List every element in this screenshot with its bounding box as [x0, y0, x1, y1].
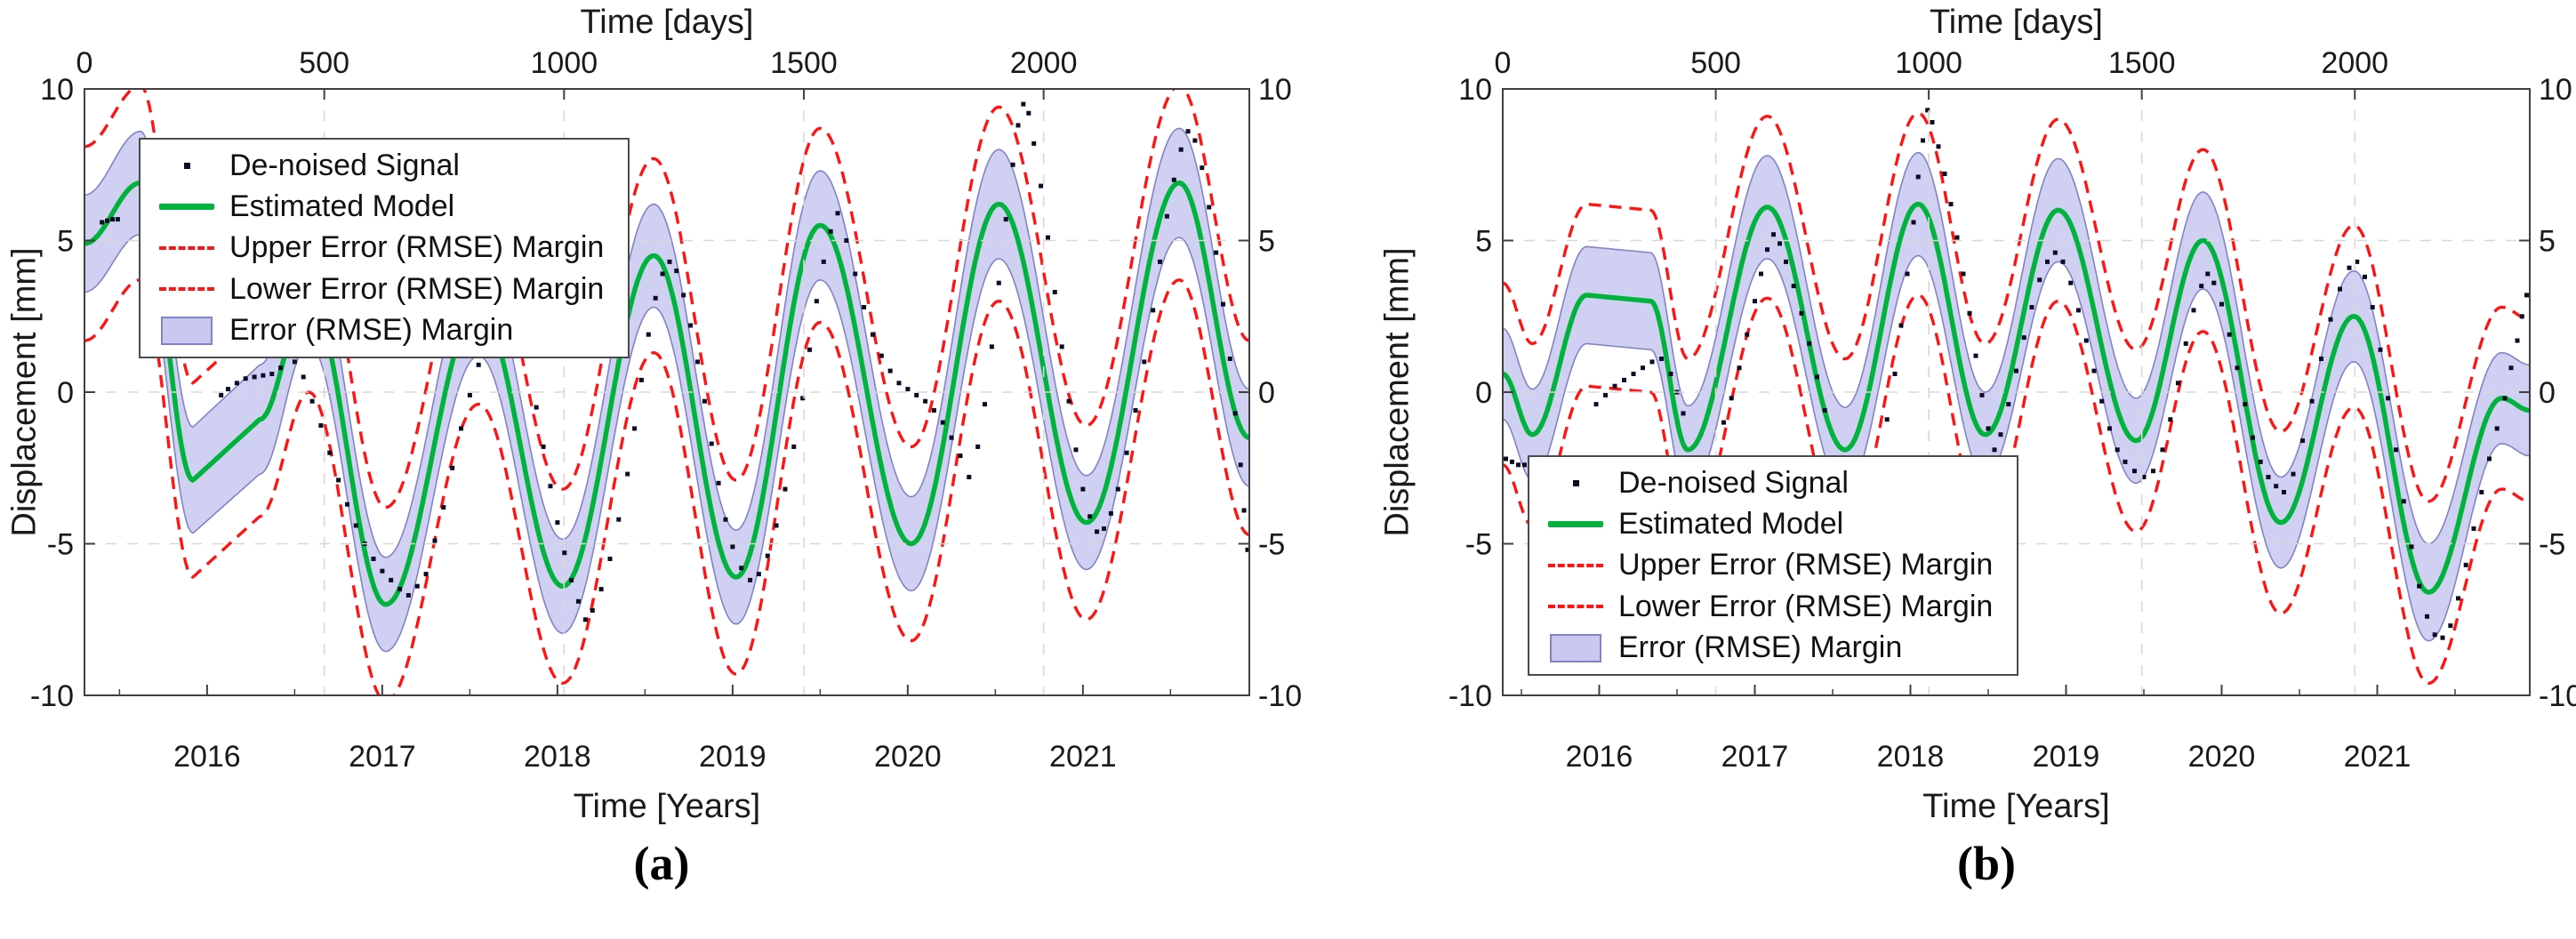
tick-label: -10: [1258, 679, 1302, 713]
legend-item: Lower Error (RMSE) Margin: [1533, 587, 2013, 626]
legend-item-label: Lower Error (RMSE) Margin: [1618, 589, 1994, 623]
legend-item-label: Error (RMSE) Margin: [1618, 630, 1903, 665]
legend-item: De-noised Signal: [144, 146, 624, 185]
tick-label: 10: [1258, 73, 1292, 107]
lower-error-dash-marker: [144, 287, 229, 292]
tick-label: 10: [2539, 73, 2572, 107]
tick-label: 2020: [874, 740, 942, 774]
tick-label: 0: [76, 46, 93, 80]
legend-item-label: Upper Error (RMSE) Margin: [1618, 548, 1994, 582]
legend-item-label: Lower Error (RMSE) Margin: [229, 271, 605, 306]
tick-label: 5: [2539, 225, 2556, 259]
legend-item-label: Estimated Model: [229, 189, 455, 224]
tick-label: -5: [1465, 528, 1492, 562]
legend-item-label: Estimated Model: [1618, 507, 1844, 542]
caption-b: (b): [1957, 837, 2016, 890]
upper-error-line-b: [1503, 111, 2530, 503]
tick-label: 500: [299, 46, 349, 80]
denoised-dot-marker: [1533, 479, 1618, 486]
tick-label: 10: [1458, 73, 1492, 107]
estimated-model-line-marker: [144, 204, 229, 211]
tick-label: 0: [2539, 376, 2556, 410]
legend-item: Upper Error (RMSE) Margin: [1533, 546, 2013, 585]
upper-error-dash-marker: [1533, 563, 1618, 567]
tick-label: -5: [1258, 528, 1285, 562]
tick-label: 0: [1495, 46, 1512, 80]
axes-a: [84, 88, 1250, 696]
legend-a: De-noised Signal Estimated Model Upper Err…: [139, 138, 630, 358]
tick-label: 500: [1690, 46, 1741, 80]
tick-label: 2018: [1877, 740, 1945, 774]
error-band-patch-marker: [1533, 633, 1618, 662]
tick-label: 2020: [2188, 740, 2256, 774]
legend-item: Error (RMSE) Margin: [144, 311, 624, 350]
upper-error-line-a: [84, 89, 1249, 510]
tick-label: 2016: [173, 740, 241, 774]
tick-label: 2019: [699, 740, 766, 774]
estimated-model-line-a: [84, 180, 1249, 607]
plot-area-a: [84, 89, 1249, 695]
tick-label: 5: [57, 225, 74, 259]
legend-item: De-noised Signal: [1533, 463, 2013, 502]
tick-label: -10: [1448, 679, 1492, 713]
y-axis-label-b: Displacement [mm]: [1378, 247, 1416, 537]
tick-label: -10: [30, 679, 74, 713]
tick-label: 0: [1475, 376, 1492, 410]
bottom-axis-label-b: Time [Years]: [1922, 788, 2110, 825]
tick-label: -5: [2539, 528, 2565, 562]
legend-item: Error (RMSE) Margin: [1533, 629, 2013, 668]
estimated-model-line-b: [1503, 201, 2530, 595]
tick-label: 2016: [1566, 740, 1633, 774]
tick-label: 2017: [349, 740, 416, 774]
tick-label: 2021: [2344, 740, 2411, 774]
upper-error-dash-marker: [144, 245, 229, 250]
legend-item-label: Error (RMSE) Margin: [229, 313, 514, 348]
tick-label: 1000: [1895, 46, 1962, 80]
plot-area-b: [1503, 108, 2530, 686]
tick-label: 5: [1258, 225, 1275, 259]
tick-label: -10: [2539, 679, 2576, 713]
legend-item: Estimated Model: [144, 188, 624, 227]
tick-label: 2000: [1010, 46, 1078, 80]
legend-b: De-noised Signal Estimated Model Upper Err…: [1528, 455, 2018, 676]
tick-label: 2018: [524, 740, 591, 774]
tick-label: 10: [40, 73, 74, 107]
gridlines-a: [84, 89, 1249, 695]
tick-label: 2019: [2033, 740, 2100, 774]
legend-item: Estimated Model: [1533, 505, 2013, 544]
lower-error-line-a: [84, 278, 1249, 695]
caption-a: (a): [633, 837, 690, 890]
top-axis-label-b: Time [days]: [1930, 4, 2103, 41]
denoised-points-b: [1504, 108, 2529, 640]
legend-item-label: De-noised Signal: [229, 148, 460, 182]
denoised-points-a: [100, 101, 1249, 622]
bottom-axis-label-a: Time [Years]: [573, 788, 761, 825]
error-band-patch-marker: [144, 316, 229, 345]
axes-b: [1502, 88, 2531, 696]
lower-error-dash-marker: [1533, 605, 1618, 609]
tick-label: 5: [1475, 225, 1492, 259]
denoised-dot-marker: [144, 162, 229, 169]
estimated-model-line-marker: [1533, 521, 1618, 528]
y-axis-label-a: Displacement [mm]: [5, 247, 44, 537]
tick-label: 1000: [531, 46, 598, 80]
tick-label: 2021: [1049, 740, 1117, 774]
tick-label: 2000: [2321, 46, 2388, 80]
tick-label: 0: [1258, 376, 1275, 410]
tick-label: 1500: [770, 46, 838, 80]
legend-item: Upper Error (RMSE) Margin: [144, 229, 624, 268]
legend-item-label: Upper Error (RMSE) Margin: [229, 230, 605, 265]
tick-label: -5: [47, 528, 74, 562]
tick-label: 2017: [1721, 740, 1789, 774]
legend-item: Lower Error (RMSE) Margin: [144, 269, 624, 309]
tick-label: 0: [57, 376, 74, 410]
top-axis-label-a: Time [days]: [580, 4, 754, 41]
tick-label: 1500: [2108, 46, 2176, 80]
legend-item-label: De-noised Signal: [1618, 465, 1849, 500]
